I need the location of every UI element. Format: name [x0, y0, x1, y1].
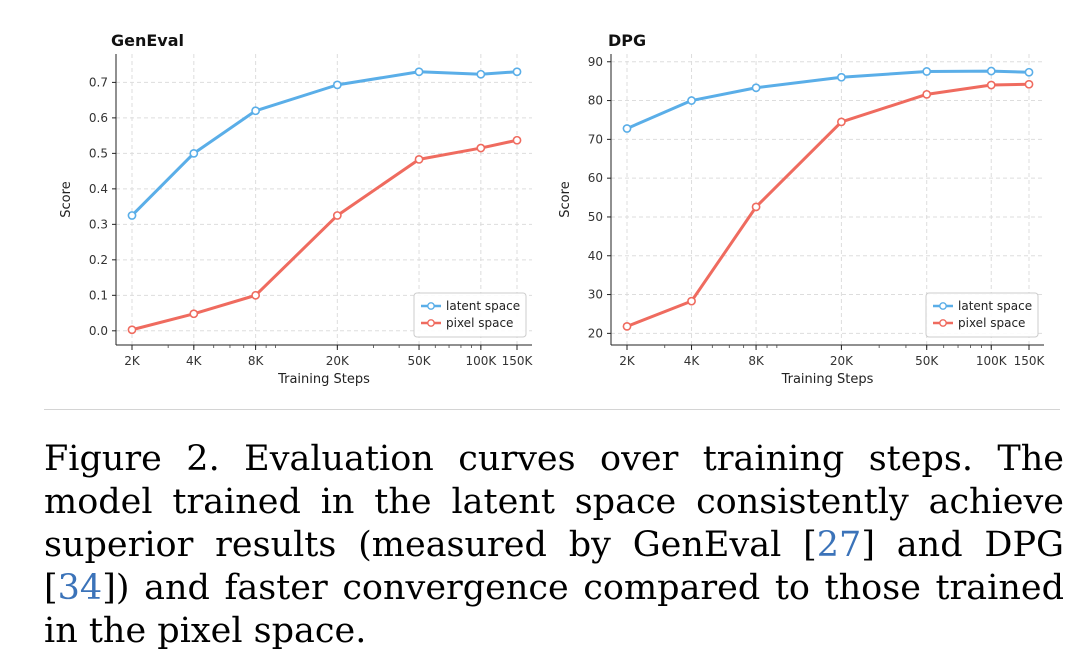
legend: latent space pixel space: [413, 292, 527, 338]
data-point: [251, 106, 261, 116]
figure-caption: Figure 2. Evaluation curves over trainin…: [44, 438, 1064, 653]
data-point: [622, 321, 632, 331]
y-tick-label: 90: [588, 55, 603, 69]
x-axis-label: Training Steps: [781, 372, 874, 387]
data-point: [687, 296, 696, 306]
x-tick-label: 100K: [465, 354, 497, 368]
citation-link-34[interactable]: 34: [57, 568, 103, 608]
data-point: [836, 72, 846, 82]
y-tick-label: 60: [588, 171, 603, 185]
data-point: [332, 80, 342, 90]
caption-text-2: ] and DPG [: [44, 525, 1064, 608]
y-tick-label: 0.3: [89, 217, 108, 231]
data-point: [622, 124, 632, 133]
y-tick-label: 30: [588, 288, 603, 302]
data-point: [836, 117, 846, 127]
data-point: [189, 309, 199, 319]
legend-label: latent space: [958, 299, 1032, 313]
data-point: [986, 66, 996, 76]
data-point: [189, 148, 199, 158]
x-tick-label: 20K: [830, 354, 854, 368]
chart-title: DPG: [608, 31, 646, 50]
data-point: [251, 290, 261, 300]
legend-label: pixel space: [446, 316, 513, 330]
y-tick-label: 0.2: [89, 253, 108, 267]
y-tick-label: 50: [588, 210, 603, 224]
y-tick-label: 0.7: [89, 75, 108, 89]
y-tick-label: 70: [588, 132, 603, 146]
citation-link-27[interactable]: 27: [816, 525, 862, 565]
data-point: [1024, 67, 1034, 77]
caption-text-3: ]) and faster convergence compared to th…: [44, 568, 1064, 651]
data-point: [476, 143, 486, 153]
legend-box: [413, 292, 527, 338]
data-point: [332, 211, 342, 220]
data-point: [414, 154, 424, 164]
data-point: [922, 67, 932, 76]
data-point: [127, 211, 137, 220]
x-tick-label: 150K: [502, 354, 534, 368]
legend-box: [925, 292, 1039, 338]
data-point: [1024, 79, 1034, 89]
data-point: [687, 96, 696, 105]
x-axis-label: Training Steps: [277, 372, 370, 387]
x-tick-label: 150K: [1014, 354, 1046, 368]
data-point: [512, 67, 522, 77]
legend-swatch-marker: [427, 319, 435, 327]
y-tick-label: 0.5: [89, 146, 108, 160]
y-tick-label: 80: [588, 94, 603, 108]
y-axis-label: Score: [558, 181, 573, 217]
x-tick-label: 4K: [186, 354, 203, 368]
legend-swatch-marker: [939, 319, 947, 327]
data-point: [512, 135, 522, 145]
x-tick-label: 2K: [619, 354, 636, 368]
x-tick-label: 4K: [684, 354, 701, 368]
data-point: [127, 325, 137, 335]
data-point: [414, 67, 424, 77]
y-tick-label: 20: [588, 326, 603, 340]
x-tick-label: 8K: [248, 354, 265, 368]
caption-text-1: Figure 2. Evaluation curves over trainin…: [44, 439, 1064, 565]
x-tick-label: 2K: [124, 354, 141, 368]
legend: latent space pixel space: [925, 292, 1039, 338]
charts-canvas: GenEval 0.0 0.1 0.2 0.3 0.4 0.5 0.6 0.7 2K 4K 8K 20K…: [59, 31, 1046, 387]
data-point: [922, 89, 932, 99]
y-tick-label: 0.0: [89, 324, 108, 338]
x-tick-label: 50K: [407, 354, 431, 368]
y-tick-label: 0.6: [89, 111, 108, 125]
x-tick-label: 20K: [326, 354, 350, 368]
chart-dpg: DPG 20 30 40 50 60 70 80 90 2K 4K 8K 20K 50K 100K 150K T…: [558, 31, 1046, 387]
series-line-0: [130, 70, 519, 217]
legend-label: latent space: [446, 299, 520, 313]
y-tick-label: 0.1: [89, 288, 108, 302]
data-point: [476, 69, 486, 79]
y-axis-label: Score: [59, 181, 74, 217]
x-tick-label: 8K: [748, 354, 765, 368]
legend-swatch-marker: [939, 302, 947, 310]
data-point: [986, 80, 996, 90]
x-tick-label: 100K: [976, 354, 1008, 368]
series-line-1: [625, 82, 1031, 328]
legend-label: pixel space: [958, 316, 1025, 330]
data-point: [751, 83, 761, 93]
y-tick-label: 0.4: [89, 182, 108, 196]
legend-swatch-marker: [427, 302, 435, 310]
x-tick-label: 50K: [915, 354, 939, 368]
data-point: [751, 202, 761, 212]
chart-geneval: GenEval 0.0 0.1 0.2 0.3 0.4 0.5 0.6 0.7 2K 4K 8K 20K…: [59, 31, 534, 387]
y-tick-label: 40: [588, 249, 603, 263]
chart-title: GenEval: [111, 31, 184, 50]
figure-panel: GenEval 0.0 0.1 0.2 0.3 0.4 0.5 0.6 0.7 2K 4K 8K 20K…: [44, 12, 1060, 410]
